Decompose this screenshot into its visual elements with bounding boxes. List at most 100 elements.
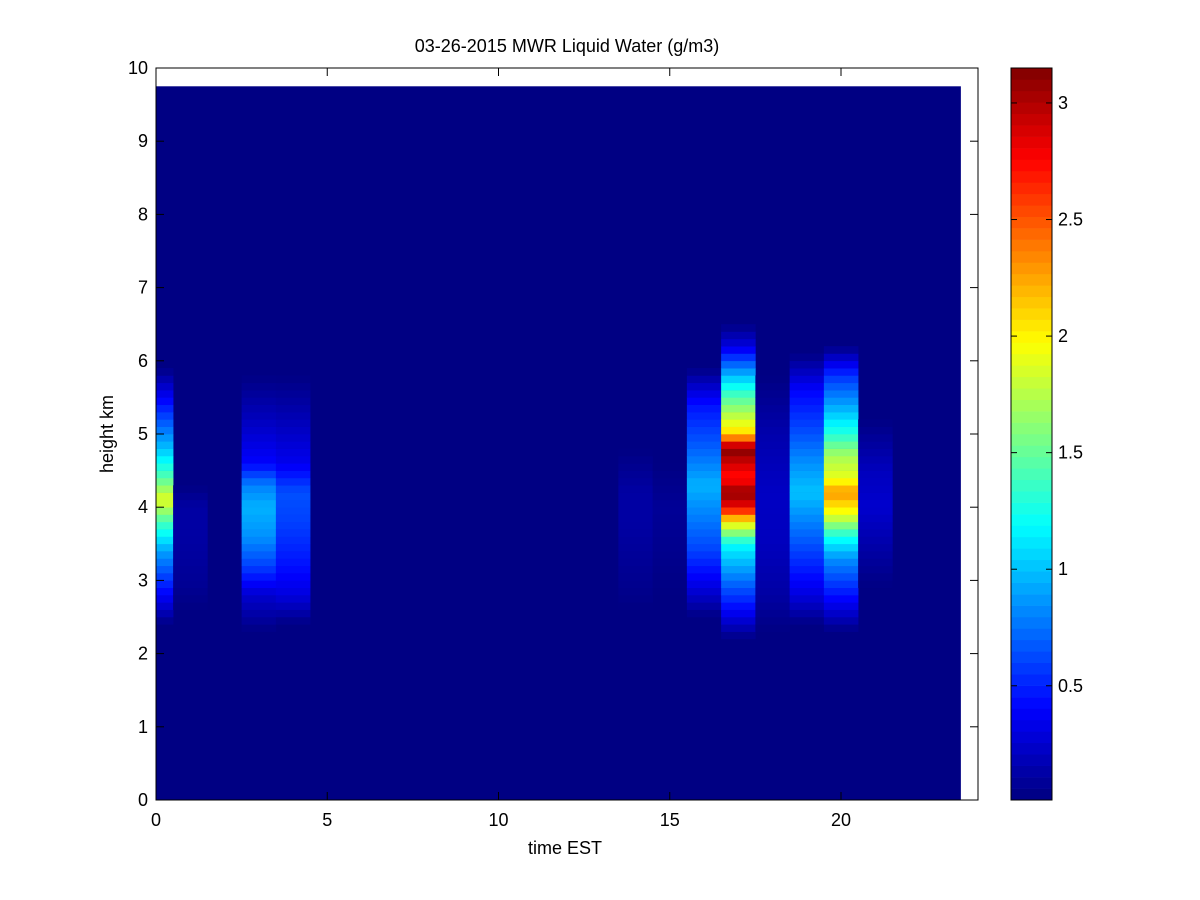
heatmap-cell xyxy=(241,441,277,449)
heatmap-cell xyxy=(652,477,688,486)
y-tick-label: 2 xyxy=(138,644,148,664)
heatmap-cell xyxy=(823,455,859,464)
heatmap-cell xyxy=(173,485,208,493)
heatmap-cell xyxy=(721,595,756,603)
heatmap-cell xyxy=(789,602,825,610)
heatmap-cell xyxy=(755,412,790,420)
colorbar-band xyxy=(1011,113,1052,126)
heatmap-cell xyxy=(652,499,688,508)
heatmap-cell xyxy=(686,382,722,391)
colorbar-band xyxy=(1011,205,1052,217)
colorbar-tick-label: 0.5 xyxy=(1058,676,1083,696)
heatmap-cell xyxy=(618,463,653,471)
heatmap-cell xyxy=(241,543,277,552)
heatmap-cell xyxy=(652,507,688,515)
heatmap-cell xyxy=(156,551,174,559)
heatmap-cell xyxy=(241,426,277,435)
heatmap-cell xyxy=(721,499,756,508)
heatmap-cell xyxy=(721,514,756,523)
heatmap-cell xyxy=(721,455,756,464)
heatmap-cell xyxy=(721,470,756,479)
heatmap-cell xyxy=(823,434,859,442)
heatmap-cell xyxy=(686,595,722,603)
heatmap-cell xyxy=(686,463,722,471)
heatmap-cell xyxy=(686,521,722,530)
heatmap-cell xyxy=(755,514,790,523)
colorbar-axis: 0.5 1 1.5 2 2.5 3 xyxy=(1011,93,1083,696)
heatmap-cell xyxy=(686,609,722,618)
heatmap-cell xyxy=(789,529,825,537)
heatmap-cell xyxy=(686,529,722,537)
heatmap-cell xyxy=(789,448,825,457)
heatmap-cell xyxy=(858,529,893,537)
heatmap-cell xyxy=(156,573,174,581)
heatmap-cell xyxy=(755,573,790,581)
heatmap-cell xyxy=(755,477,790,486)
heatmap-cell xyxy=(156,463,174,471)
colorbar-band xyxy=(1011,125,1052,137)
colorbar-band xyxy=(1011,342,1052,355)
colorbar-band xyxy=(1011,651,1052,664)
heatmap-cell xyxy=(721,536,756,545)
y-tick-label: 6 xyxy=(138,351,148,371)
heatmap-cell xyxy=(241,434,277,442)
heatmap-column xyxy=(789,353,825,625)
heatmap-cell xyxy=(618,507,653,515)
heatmap-cell xyxy=(823,507,859,515)
heatmap-cell xyxy=(173,595,208,603)
heatmap-cell xyxy=(618,514,653,523)
heatmap-cell xyxy=(721,529,756,537)
colorbar-band xyxy=(1011,273,1052,286)
heatmap-cell xyxy=(789,426,825,435)
heatmap-cell xyxy=(275,602,311,610)
heatmap-cell xyxy=(686,558,722,567)
heatmap-cell xyxy=(823,595,859,603)
colorbar-band xyxy=(1011,193,1052,206)
heatmap-cell xyxy=(721,580,756,589)
colorbar-band xyxy=(1011,376,1052,389)
heatmap-cell xyxy=(789,353,825,362)
heatmap-cell xyxy=(721,551,756,559)
heatmap-cell xyxy=(789,573,825,581)
heatmap-cell xyxy=(275,477,311,486)
heatmap-cell xyxy=(789,375,825,384)
heatmap-cell xyxy=(721,375,756,384)
heatmap-cell xyxy=(241,521,277,530)
heatmap-cell xyxy=(755,455,790,464)
heatmap-column xyxy=(755,375,790,632)
heatmap-cell xyxy=(686,536,722,545)
heatmap-cell xyxy=(686,492,722,501)
heatmap-cell xyxy=(721,412,756,420)
heatmap-cell xyxy=(823,609,859,618)
heatmap-cell xyxy=(275,397,311,406)
heatmap-cell xyxy=(721,521,756,530)
heatmap-cell xyxy=(241,404,277,413)
heatmap-column xyxy=(241,375,277,632)
heatmap-cell xyxy=(686,455,722,464)
heatmap-cell xyxy=(789,485,825,493)
heatmap-cell xyxy=(275,492,311,501)
heatmap-cell xyxy=(652,529,688,537)
heatmap-cell xyxy=(275,529,311,537)
heatmap-cell xyxy=(618,573,653,581)
heatmap-cell xyxy=(721,587,756,596)
heatmap-cell xyxy=(789,551,825,559)
heatmap-cell xyxy=(241,514,277,523)
colorbar-band xyxy=(1011,399,1052,412)
colorbar-band xyxy=(1011,662,1052,675)
heatmap-cell xyxy=(275,565,311,574)
heatmap-cell xyxy=(789,368,825,376)
colorbar-band xyxy=(1011,559,1052,572)
heatmap-cell xyxy=(241,558,277,567)
heatmap-cell xyxy=(823,390,859,398)
heatmap-cell xyxy=(789,412,825,420)
heatmap-cell xyxy=(686,448,722,457)
heatmap-cell xyxy=(275,455,311,464)
colorbar-band xyxy=(1011,296,1052,309)
heatmap-cell xyxy=(173,543,208,552)
heatmap-cell xyxy=(686,375,722,384)
y-tick-label: 9 xyxy=(138,131,148,151)
heatmap-cell xyxy=(755,463,790,471)
colorbar-band xyxy=(1011,742,1052,755)
colorbar-band xyxy=(1011,548,1052,561)
